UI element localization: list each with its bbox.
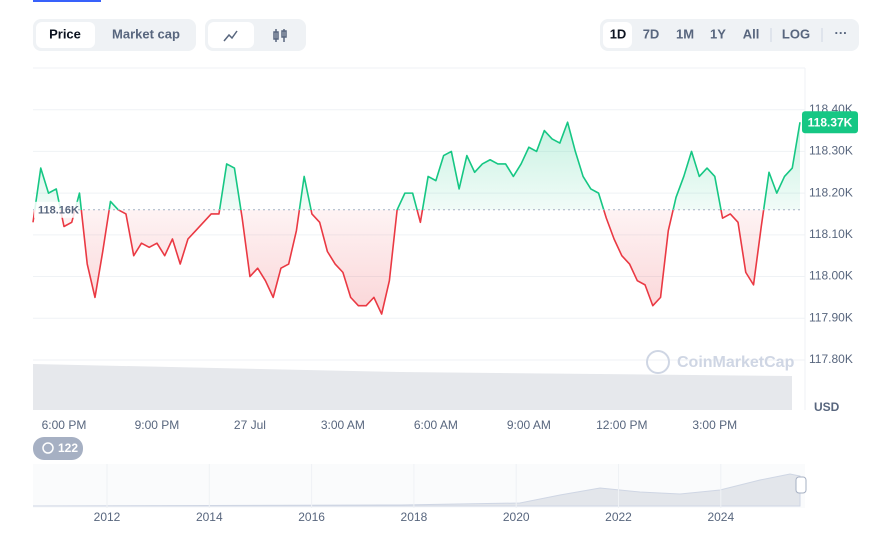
x-tick-label: 9:00 PM bbox=[135, 418, 180, 432]
x-tick-label: 6:00 AM bbox=[414, 418, 458, 432]
x-tick-label: 9:00 AM bbox=[507, 418, 551, 432]
navigator-year: 2020 bbox=[503, 510, 530, 524]
x-tick-label: 12:00 PM bbox=[596, 418, 647, 432]
event-badge[interactable] bbox=[33, 437, 83, 460]
event-count[interactable]: 122 bbox=[58, 441, 78, 455]
last-price-tag bbox=[802, 111, 858, 134]
navigator-handle[interactable] bbox=[795, 476, 807, 494]
range-button[interactable]: 1D bbox=[610, 26, 627, 41]
plot: 118.16K bbox=[32, 109, 805, 361]
navigator-year: 2018 bbox=[401, 510, 428, 524]
y-tick-label: 118.10K bbox=[809, 227, 853, 241]
line-chart-icon[interactable] bbox=[223, 30, 238, 42]
range-button[interactable]: 1M bbox=[676, 26, 694, 41]
range-group bbox=[600, 19, 859, 51]
reference-label-bg bbox=[34, 201, 78, 218]
navigator-year: 2024 bbox=[707, 510, 734, 524]
x-tick-label: 27 Jul bbox=[234, 418, 266, 432]
clock-icon bbox=[42, 442, 54, 454]
candle-chart-icon[interactable] bbox=[273, 29, 287, 42]
navigator-year: 2014 bbox=[196, 510, 223, 524]
price-line bbox=[32, 121, 801, 315]
navigator-year: 2022 bbox=[605, 510, 632, 524]
x-tick-label: 6:00 PM bbox=[42, 418, 87, 432]
x-tick-label: 3:00 PM bbox=[692, 418, 737, 432]
last-price-label: 118.37K bbox=[808, 115, 853, 129]
range-button[interactable]: 1Y bbox=[710, 26, 726, 41]
y-tick-label: 117.80K bbox=[809, 352, 853, 366]
tab-market-cap[interactable]: Market cap bbox=[112, 26, 180, 41]
tab-active-bg bbox=[36, 22, 95, 48]
more-button[interactable]: ··· bbox=[835, 25, 848, 40]
price-area bbox=[33, 122, 800, 315]
log-button[interactable]: LOG bbox=[782, 26, 810, 41]
chart-type-active-bg bbox=[208, 22, 254, 48]
navigator-area bbox=[32, 473, 801, 507]
y-tick-label: 118.30K bbox=[809, 144, 853, 158]
navigator-year: 2016 bbox=[298, 510, 325, 524]
volume-band bbox=[33, 364, 792, 410]
reference-label: 118.16K bbox=[38, 205, 79, 217]
active-tab-indicator bbox=[33, 0, 101, 2]
range-button[interactable]: All bbox=[743, 26, 760, 41]
range-active-bg bbox=[603, 22, 632, 48]
watermark: CoinMarketCap bbox=[677, 354, 795, 371]
tab-price[interactable]: Price bbox=[49, 26, 81, 41]
y-unit: USD bbox=[814, 400, 840, 414]
x-tick-label: 3:00 AM bbox=[321, 418, 365, 432]
y-tick-label: 117.90K bbox=[809, 310, 853, 324]
y-tick-label: 118.00K bbox=[809, 269, 853, 283]
watermark-logo bbox=[646, 350, 670, 374]
navigator-axis: 2012 2014 2016 2018 2020 2022 2024 bbox=[94, 464, 734, 524]
range-button[interactable]: 7D bbox=[643, 26, 660, 41]
navigator-year: 2012 bbox=[94, 510, 121, 524]
y-tick-label: 118.20K bbox=[809, 185, 853, 199]
